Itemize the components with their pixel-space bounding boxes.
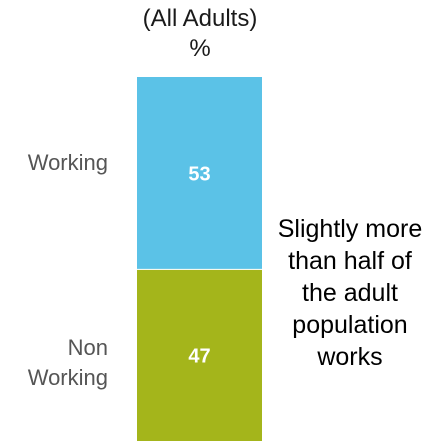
category-label-non-working-line-2: Working: [27, 365, 108, 390]
annotation-line-3: the adult: [302, 279, 398, 307]
annotation-text: Slightly more than half of the adult pop…: [262, 213, 438, 373]
chart-title-line-1: (All Adults): [142, 5, 258, 32]
annotation-line-2: than half of: [288, 247, 412, 275]
category-label-non-working: Non Working: [28, 333, 108, 393]
category-label-working: Working: [28, 148, 108, 178]
annotation-line-1: Slightly more: [277, 215, 423, 243]
bar-segment-working: [137, 77, 262, 270]
data-label-working: 53: [188, 163, 210, 185]
annotation-line-5: works: [317, 343, 383, 371]
annotation-line-4: population: [292, 311, 408, 339]
chart-title-line-2: %: [189, 35, 211, 62]
bar-segment-non-working: [137, 269, 262, 441]
category-label-non-working-line-1: Non: [67, 335, 108, 360]
data-label-non-working: 47: [188, 345, 210, 367]
category-label-working-line-1: Working: [27, 150, 108, 175]
